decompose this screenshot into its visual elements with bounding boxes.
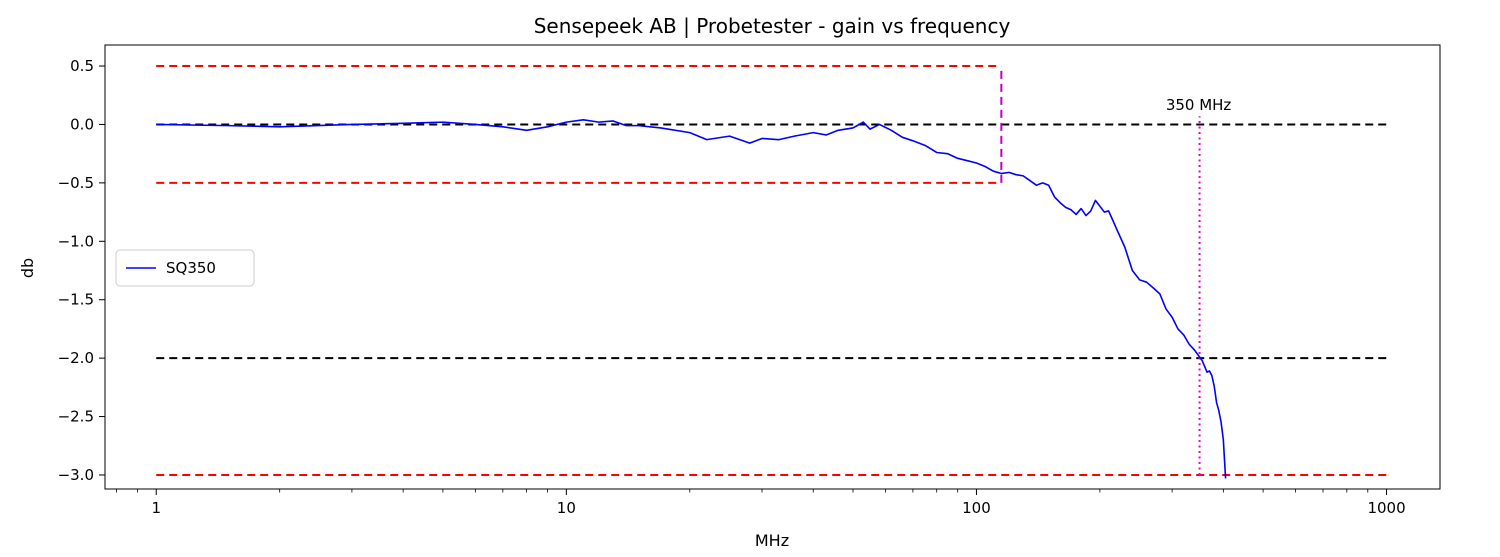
y-axis-ticks: 0.5 0.0 −0.5 −1.0 −1.5 −2.0 −2.5 −3.0: [58, 57, 105, 484]
y-tick-label: 0.0: [70, 115, 94, 133]
x-tick-label-1000: 1000: [1367, 499, 1405, 517]
x-tick-label-10: 10: [557, 499, 576, 517]
y-tick-label: −0.5: [58, 174, 94, 192]
legend-box: [115, 249, 255, 287]
y-axis-label: db: [18, 258, 37, 278]
chart-title: Sensepeek AB | Probetester - gain vs fre…: [534, 14, 1011, 38]
axes-frame: [104, 44, 1441, 490]
x-tick-label-100: 100: [962, 499, 991, 517]
x-axis-label: MHz: [755, 531, 789, 550]
legend: SQ350: [115, 249, 255, 287]
series-line-SQ350: [156, 118, 1227, 479]
annotation-label: 350 MHz: [1166, 96, 1232, 114]
legend-entry-SQ350: SQ350: [166, 259, 216, 277]
y-tick-label: −2.0: [58, 349, 94, 367]
y-tick-label: −1.5: [58, 291, 94, 309]
plot-area: [104, 44, 1441, 490]
annotations: 350 MHz: [1166, 96, 1232, 114]
y-tick-label: −3.0: [58, 466, 94, 484]
x-axis-ticks: 1 10 100 1000: [116, 489, 1406, 517]
y-tick-label: −1.0: [58, 232, 94, 250]
y-tick-label: −2.5: [58, 408, 94, 426]
x-tick-label-1: 1: [151, 499, 161, 517]
y-tick-label: 0.5: [70, 57, 94, 75]
